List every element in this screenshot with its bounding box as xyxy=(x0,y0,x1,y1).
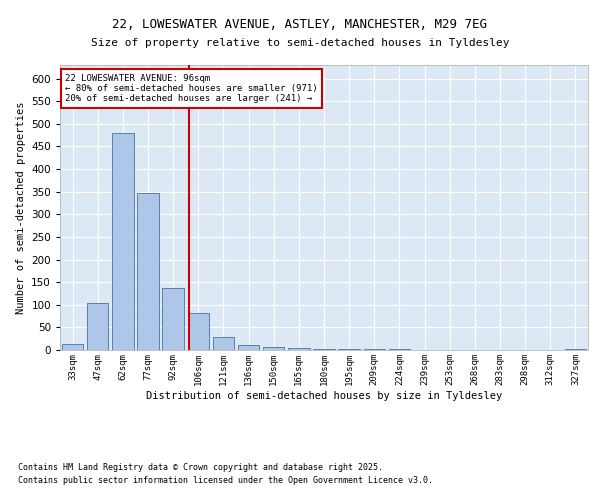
X-axis label: Distribution of semi-detached houses by size in Tyldesley: Distribution of semi-detached houses by … xyxy=(146,390,502,400)
Bar xyxy=(163,288,184,350)
Text: Contains public sector information licensed under the Open Government Licence v3: Contains public sector information licen… xyxy=(18,476,433,485)
Bar xyxy=(338,349,360,350)
Bar xyxy=(565,349,586,350)
Text: Size of property relative to semi-detached houses in Tyldesley: Size of property relative to semi-detach… xyxy=(91,38,509,48)
Bar xyxy=(112,133,134,350)
Bar xyxy=(238,346,259,350)
Bar xyxy=(389,349,410,350)
Y-axis label: Number of semi-detached properties: Number of semi-detached properties xyxy=(16,101,26,314)
Bar xyxy=(313,348,335,350)
Bar xyxy=(62,344,83,350)
Bar xyxy=(137,193,158,350)
Bar xyxy=(87,302,109,350)
Bar xyxy=(288,348,310,350)
Text: 22 LOWESWATER AVENUE: 96sqm
← 80% of semi-detached houses are smaller (971)
20% : 22 LOWESWATER AVENUE: 96sqm ← 80% of sem… xyxy=(65,74,318,104)
Bar xyxy=(188,313,209,350)
Text: 22, LOWESWATER AVENUE, ASTLEY, MANCHESTER, M29 7EG: 22, LOWESWATER AVENUE, ASTLEY, MANCHESTE… xyxy=(113,18,487,30)
Bar xyxy=(364,349,385,350)
Text: Contains HM Land Registry data © Crown copyright and database right 2025.: Contains HM Land Registry data © Crown c… xyxy=(18,462,383,471)
Bar xyxy=(263,348,284,350)
Bar xyxy=(213,337,234,350)
